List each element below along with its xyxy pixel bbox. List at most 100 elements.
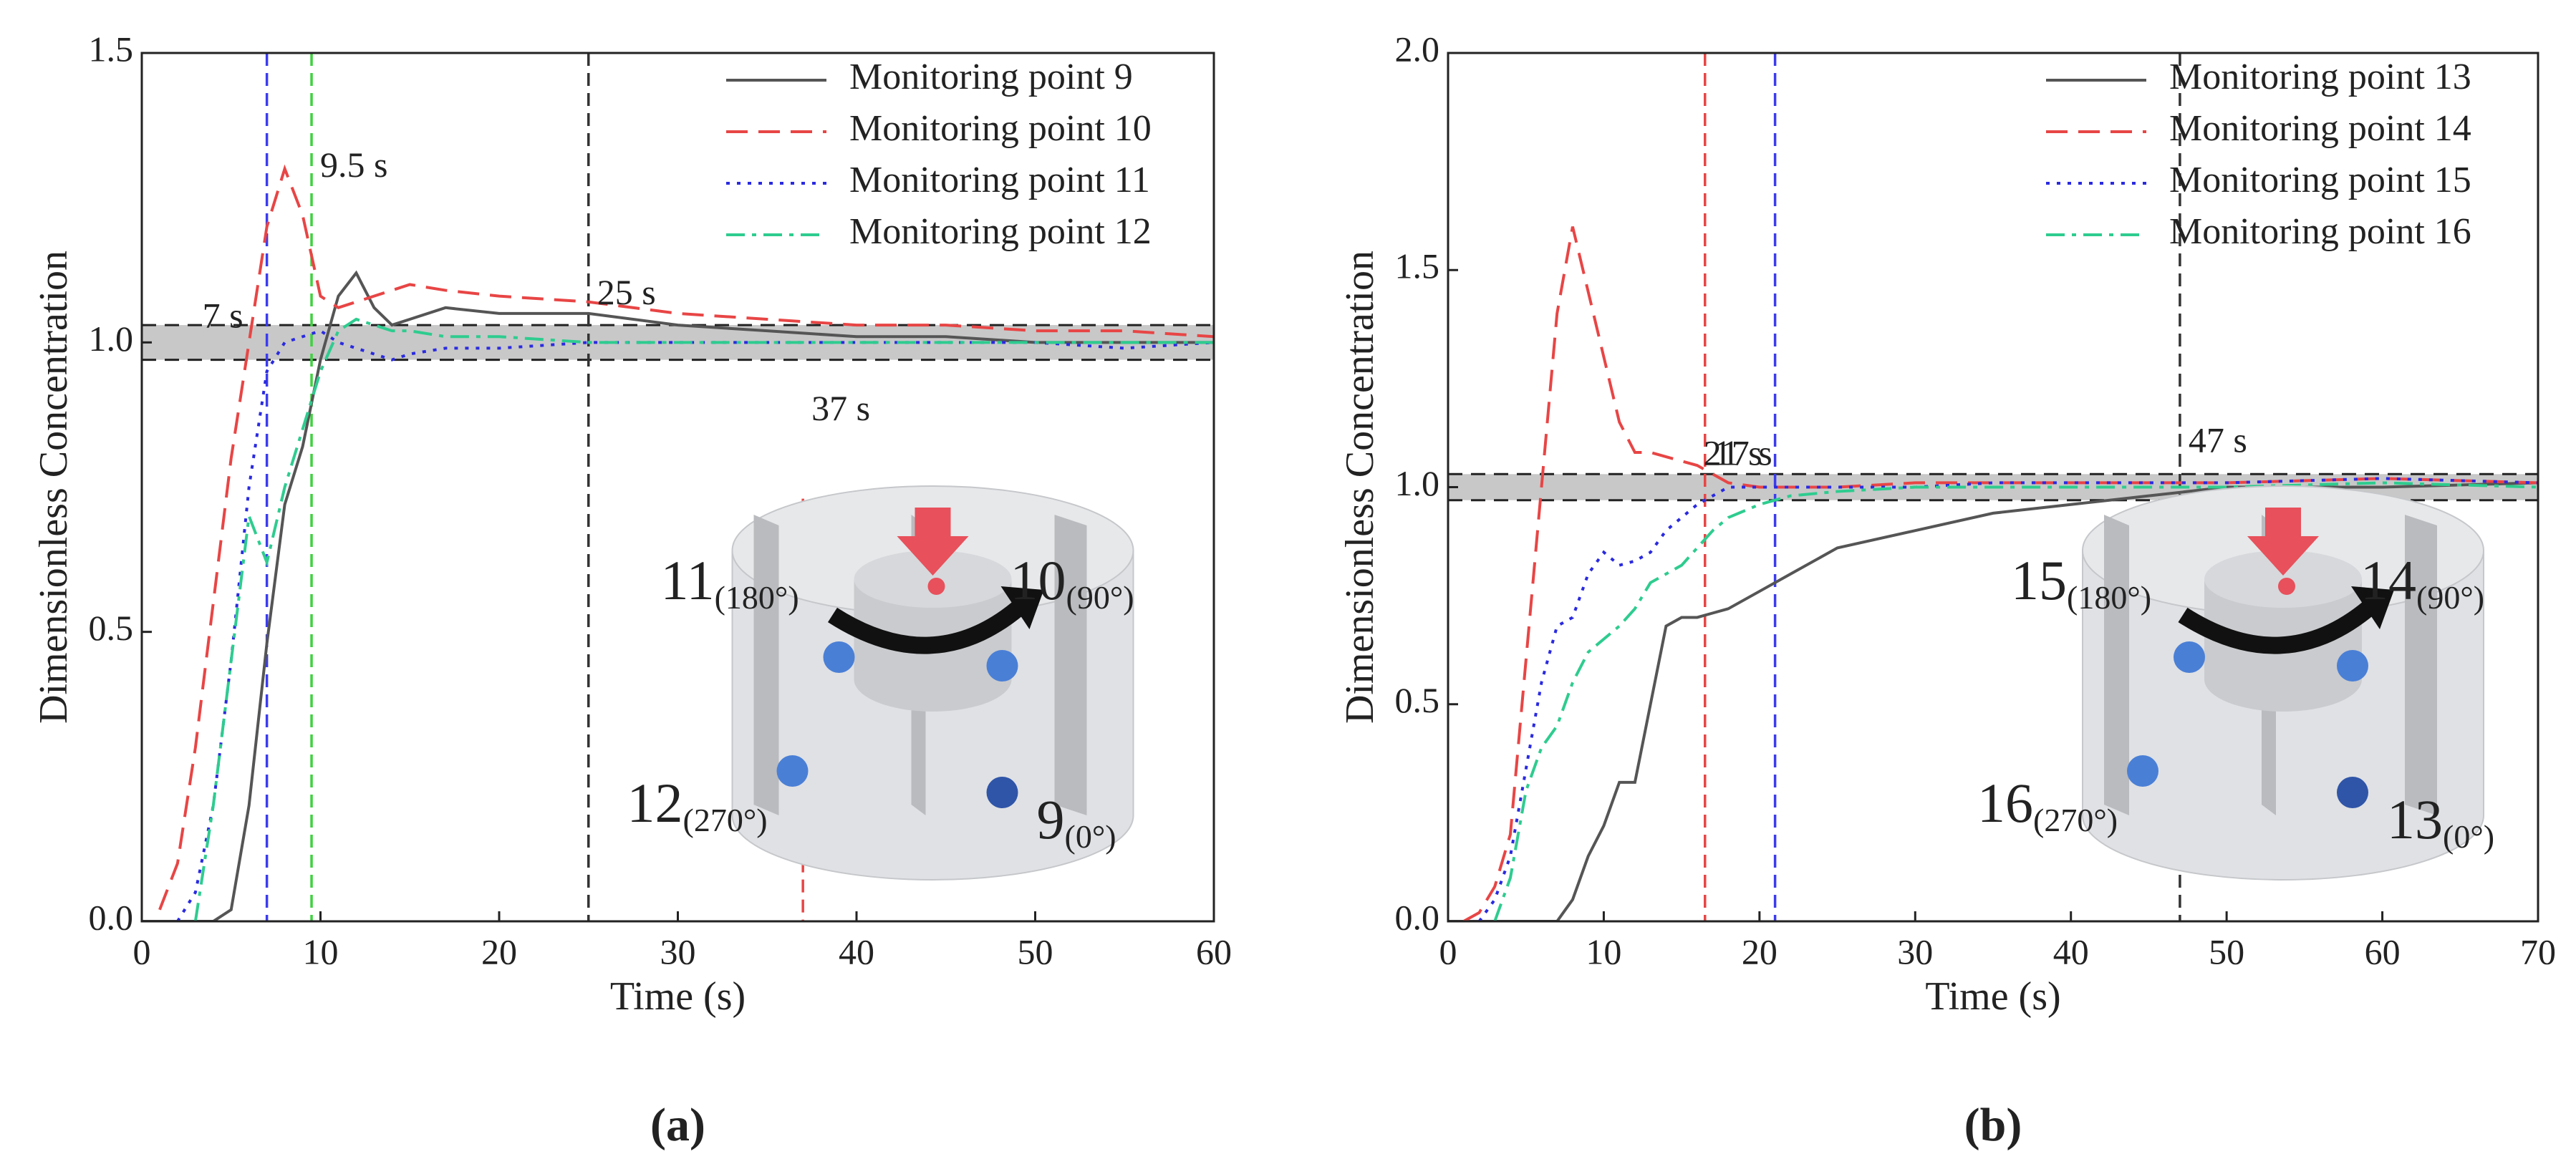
series-line	[176, 329, 1214, 921]
legend-label: Monitoring point 14	[2169, 108, 2471, 149]
inset-label: 10(90°)	[1010, 549, 1134, 616]
x-tick-label: 40	[839, 931, 874, 971]
series-line	[1493, 481, 2538, 921]
x-tick-label: 50	[1018, 931, 1053, 971]
series-line	[158, 164, 1214, 911]
point-number: 9	[1037, 788, 1065, 850]
series-line	[193, 317, 1214, 921]
series-line	[1477, 477, 2538, 921]
rotation-head	[1000, 586, 1044, 629]
monitoring-point	[2174, 641, 2205, 673]
x-tick-label: 70	[2520, 931, 2556, 971]
monitoring-point	[986, 777, 1018, 808]
panel-caption: (a)	[650, 1099, 705, 1151]
legend-label: Monitoring point 16	[2169, 211, 2471, 252]
monitoring-point	[2127, 755, 2158, 787]
chart-panel: 15(180°) 14(90°) 16(270°) 13(0°) 17 s21 s 47 …	[1338, 29, 2556, 1151]
series-line	[1448, 481, 2538, 921]
y-axis-label: Dimensionless Concentration	[32, 251, 76, 724]
x-tick-label: 0	[133, 931, 151, 971]
point-angle: (90°)	[2416, 579, 2484, 616]
x-tick-label: 30	[1897, 931, 1933, 971]
legend-label: Monitoring point 13	[2169, 57, 2471, 97]
y-tick-label: 1.5	[89, 29, 134, 69]
point-angle: (180°)	[715, 579, 799, 616]
inset-label: 14(90°)	[2360, 549, 2484, 616]
chart-panel: 11(180°) 10(90°) 12(270°) 9(0°) 7 s 9.5 s 25 s…	[32, 29, 1232, 1151]
y-tick-label: 2.0	[1395, 29, 1440, 69]
legend-label: Monitoring point 10	[849, 108, 1152, 149]
point-number: 15	[2011, 549, 2067, 611]
monitoring-point	[776, 755, 809, 787]
x-tick-label: 60	[2365, 931, 2401, 971]
monitoring-point	[986, 650, 1018, 681]
legend-label: Monitoring point 12	[849, 211, 1152, 252]
cylinder-body	[731, 550, 1134, 881]
rotation-arrow	[2178, 601, 2375, 654]
point-angle: (180°)	[2067, 579, 2151, 616]
panel-caption: (b)	[1964, 1099, 2022, 1151]
legend-label: Monitoring point 11	[849, 160, 1150, 200]
marker-label: 37 s	[811, 388, 870, 428]
inset-label: 15(180°)	[2011, 549, 2151, 616]
legend-label: Monitoring point 15	[2169, 160, 2471, 200]
marker-label: 9.5 s	[320, 145, 387, 185]
point-angle: (270°)	[683, 802, 768, 838]
x-tick-label: 20	[1742, 931, 1777, 971]
x-tick-label: 10	[303, 931, 339, 971]
inset-diagram: 15(180°) 14(90°) 16(270°) 13(0°)	[1977, 485, 2494, 881]
baffle	[1054, 515, 1087, 815]
plot-area	[1448, 53, 2538, 921]
rotation-head	[2351, 586, 2394, 629]
inset-label: 16(270°)	[1977, 772, 2118, 838]
feed-arrow	[2247, 508, 2319, 576]
marker-label: 47 s	[2189, 419, 2247, 460]
rotation-arrow	[828, 601, 1025, 654]
y-axis-label: Dimensionless Concentration	[1338, 251, 1382, 724]
x-tick-label: 10	[1586, 931, 1621, 971]
y-tick-label: 0.5	[89, 608, 134, 648]
marker-label: 21 s	[1704, 433, 1762, 473]
baffle	[2104, 515, 2129, 815]
point-number: 16	[1977, 772, 2033, 834]
feed-point	[927, 578, 945, 595]
point-angle: (270°)	[2033, 802, 2118, 838]
x-tick-label: 40	[2053, 931, 2089, 971]
y-tick-label: 1.0	[89, 319, 134, 359]
point-number: 11	[661, 549, 715, 611]
marker-label: 7 s	[203, 295, 243, 335]
monitoring-point	[823, 641, 855, 673]
series-line	[142, 270, 1214, 921]
cylinder-body	[2082, 550, 2484, 881]
x-tick-label: 50	[2209, 931, 2244, 971]
point-number: 13	[2387, 788, 2443, 850]
x-tick-label: 60	[1196, 931, 1232, 971]
series-line	[1462, 226, 2538, 921]
x-tick-label: 20	[481, 931, 517, 971]
y-tick-label: 0.5	[1395, 680, 1440, 720]
feed-arrow	[897, 508, 969, 576]
point-angle: (0°)	[1065, 818, 1116, 855]
plot-area	[142, 53, 1214, 921]
inset-label: 12(270°)	[627, 772, 768, 838]
inset-label: 11(180°)	[661, 549, 799, 616]
y-tick-label: 1.0	[1395, 463, 1440, 503]
monitoring-point	[2337, 777, 2368, 808]
point-number: 10	[1010, 549, 1066, 611]
inset-label: 9(0°)	[1037, 788, 1116, 855]
marker-label: 17 s	[1714, 433, 1772, 473]
baffle	[753, 515, 779, 815]
baffle	[2405, 515, 2437, 815]
x-axis-label: Time (s)	[1925, 974, 2060, 1019]
monitoring-point	[2337, 650, 2368, 681]
y-tick-label: 0.0	[1395, 897, 1440, 937]
y-tick-label: 0.0	[89, 897, 134, 937]
x-tick-label: 30	[660, 931, 696, 971]
y-tick-label: 1.5	[1395, 246, 1440, 286]
inset-diagram: 11(180°) 10(90°) 12(270°) 9(0°)	[627, 485, 1134, 881]
marker-label: 25 s	[597, 272, 656, 312]
x-tick-label: 0	[1439, 931, 1457, 971]
point-number: 14	[2360, 549, 2416, 611]
feed-point	[2278, 578, 2295, 595]
